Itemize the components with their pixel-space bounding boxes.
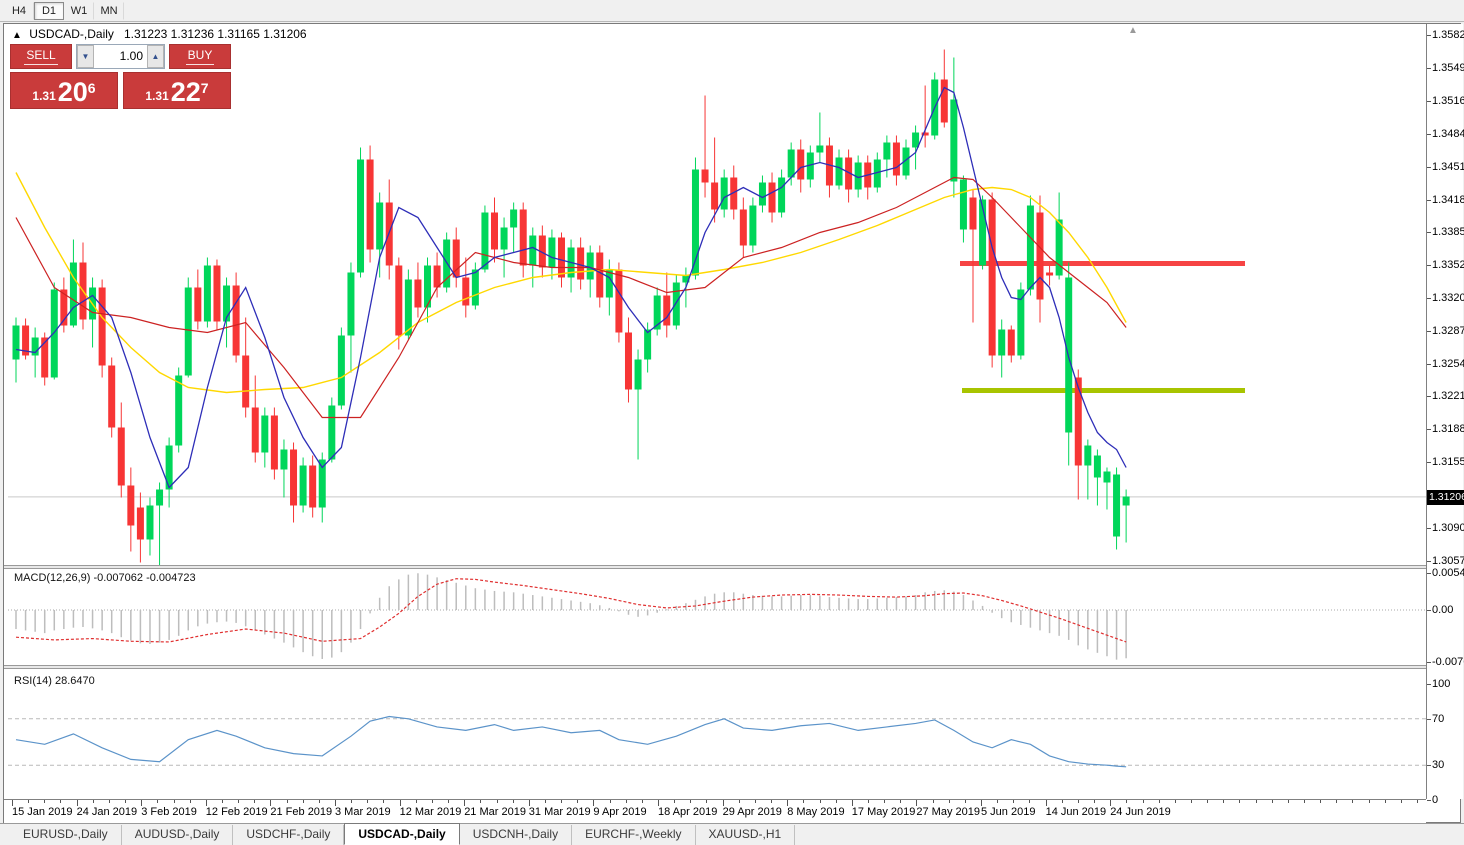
volume-input[interactable]: 1.00 <box>119 49 143 63</box>
volume-stepper: ▼ 1.00 ▲ <box>76 44 165 69</box>
time-axis-label: 21 Mar 2019 <box>464 806 526 818</box>
time-axis-label: 27 May 2019 <box>916 806 980 818</box>
time-axis-label: 24 Jan 2019 <box>76 806 138 818</box>
buy-price-box[interactable]: 1.31 22 7 <box>123 72 231 109</box>
chart-title: ▲ USDCAD-,Daily 1.31223 1.31236 1.31165 … <box>12 27 307 41</box>
ma-fast-line <box>15 86 1127 489</box>
timeframe-button-d1[interactable]: D1 <box>34 1 64 20</box>
time-axis-label: 12 Mar 2019 <box>399 806 462 818</box>
rsi-pane[interactable] <box>4 669 1426 799</box>
price-axis-label: 1.33200 <box>1432 291 1464 304</box>
price-axis-label: 1.34180 <box>1432 193 1464 206</box>
collapse-panel-icon[interactable]: ▲ <box>12 30 22 41</box>
resistance-ray[interactable] <box>960 261 1245 266</box>
volume-increase-icon[interactable]: ▲ <box>147 45 164 68</box>
time-axis-label: 8 May 2019 <box>787 806 845 818</box>
candlestick-series <box>12 49 1130 565</box>
chart-tab-audusd[interactable]: AUDUSD-,Daily <box>122 825 234 845</box>
buy-price-pip: 7 <box>200 80 209 96</box>
pane-splitter-rsi[interactable] <box>4 665 1460 669</box>
price-axis-label: 1.31885 <box>1432 423 1464 435</box>
timeframe-button-mn[interactable]: MN <box>94 1 124 20</box>
rsi-axis-label: 100 <box>1432 678 1451 690</box>
chart-window-frame <box>3 23 1461 823</box>
time-axis-label: 17 May 2019 <box>851 806 916 818</box>
pane-splitter-macd[interactable] <box>4 565 1460 569</box>
current-price-tag: 1.31206 <box>1427 489 1464 505</box>
price-axis-label: 1.30900 <box>1432 521 1464 534</box>
chart-tab-bar: EURUSD-,Daily AUDUSD-,Daily USDCHF-,Daily U… <box>0 823 1464 845</box>
rsi-axis-label: 0 <box>1432 794 1439 806</box>
price-axis-label: 1.34510 <box>1432 160 1464 173</box>
price-axis-label: 1.31555 <box>1432 456 1464 468</box>
time-axis-label: 12 Feb 2019 <box>205 806 268 818</box>
price-axis-label: 1.35495 <box>1432 62 1464 74</box>
chart-tab-usdchf[interactable]: USDCHF-,Daily <box>233 825 345 845</box>
price-chart[interactable] <box>4 24 1426 565</box>
macd-axis-label: 0.00 <box>1432 604 1454 616</box>
buy-price-main: 22 <box>170 77 201 107</box>
rsi-indicator-label: RSI(14) 28.6470 <box>14 675 95 687</box>
chart-tab-usdcad[interactable]: USDCAD-,Daily <box>344 823 460 845</box>
price-axis-label: 1.33855 <box>1432 226 1464 238</box>
time-axis-label: 29 Apr 2019 <box>722 806 782 818</box>
price-axis-label: 1.35825 <box>1432 29 1464 41</box>
sell-price-main: 20 <box>57 77 88 107</box>
time-axis-label: 3 Mar 2019 <box>335 806 391 818</box>
macd-axis-label: -0.007656 <box>1432 656 1464 669</box>
chart-symbol-label: USDCAD-,Daily <box>29 27 114 41</box>
support-ray[interactable] <box>962 388 1245 393</box>
macd-pane[interactable] <box>4 569 1426 665</box>
time-axis-label: 24 Jun 2019 <box>1110 806 1171 818</box>
chart-tab-usdcnh[interactable]: USDCNH-,Daily <box>460 825 573 845</box>
ma-medium-line <box>15 176 1127 419</box>
time-axis-label: 9 Apr 2019 <box>593 806 647 818</box>
time-axis-label: 3 Feb 2019 <box>141 806 197 818</box>
sell-price-base: 1.31 <box>32 89 56 103</box>
macd-histogram <box>15 573 1127 660</box>
timeframe-button-w1[interactable]: W1 <box>64 1 94 20</box>
price-axis-label: 1.32540 <box>1432 357 1464 370</box>
rsi-axis-label: 70 <box>1432 712 1445 725</box>
time-axis[interactable]: 15 Jan 2019 24 Jan 2019 3 Feb 2019 12 Feb 2… <box>4 799 1426 823</box>
macd-signal-line <box>15 578 1127 643</box>
macd-axis-label: 0.005421 <box>1432 567 1464 580</box>
rsi-axis-label: 30 <box>1432 759 1445 772</box>
sell-price-box[interactable]: 1.31 20 6 <box>10 72 118 109</box>
rsi-line <box>15 715 1127 768</box>
price-scale-axis[interactable]: 1.35825 1.35495 1.35165 1.34840 1.34510 1.341… <box>1426 24 1464 806</box>
time-axis-label: 5 Jun 2019 <box>981 806 1036 818</box>
timeframe-toolbar: H4 D1 W1 MN <box>0 0 1464 22</box>
chart-ohlc-values: 1.31223 1.31236 1.31165 1.31206 <box>123 27 307 41</box>
price-axis-label: 1.34840 <box>1432 127 1464 140</box>
price-axis-label: 1.32870 <box>1432 324 1464 337</box>
ma-slow-line <box>15 172 1127 394</box>
chart-shift-marker-icon[interactable]: ▲ <box>1128 25 1138 36</box>
price-axis-label: 1.33525 <box>1432 259 1464 271</box>
buy-button[interactable]: BUY <box>169 44 231 69</box>
volume-decrease-icon[interactable]: ▼ <box>77 45 94 68</box>
chart-tab-xauusd[interactable]: XAUUSD-,H1 <box>696 825 796 845</box>
chart-tab-eurusd[interactable]: EURUSD-,Daily <box>10 825 122 845</box>
one-click-trading-panel: SELL ▼ 1.00 ▲ BUY 1.31 20 6 1.31 22 7 <box>10 44 231 109</box>
timeframe-button-h4[interactable]: H4 <box>4 1 34 20</box>
time-axis-label: 14 Jun 2019 <box>1045 806 1107 818</box>
sell-button[interactable]: SELL <box>10 44 72 69</box>
price-axis-label: 1.32215 <box>1432 390 1464 402</box>
time-axis-label: 31 Mar 2019 <box>528 806 591 818</box>
time-axis-label: 15 Jan 2019 <box>12 806 73 818</box>
chart-tab-eurchf[interactable]: EURCHF-,Weekly <box>572 825 696 845</box>
macd-indicator-label: MACD(12,26,9) -0.007062 -0.004723 <box>14 572 196 584</box>
sell-price-pip: 6 <box>87 80 96 96</box>
time-axis-label: 21 Feb 2019 <box>270 806 333 818</box>
price-axis-label: 1.35165 <box>1432 95 1464 107</box>
buy-price-base: 1.31 <box>145 89 169 103</box>
time-axis-label: 18 Apr 2019 <box>658 806 718 818</box>
